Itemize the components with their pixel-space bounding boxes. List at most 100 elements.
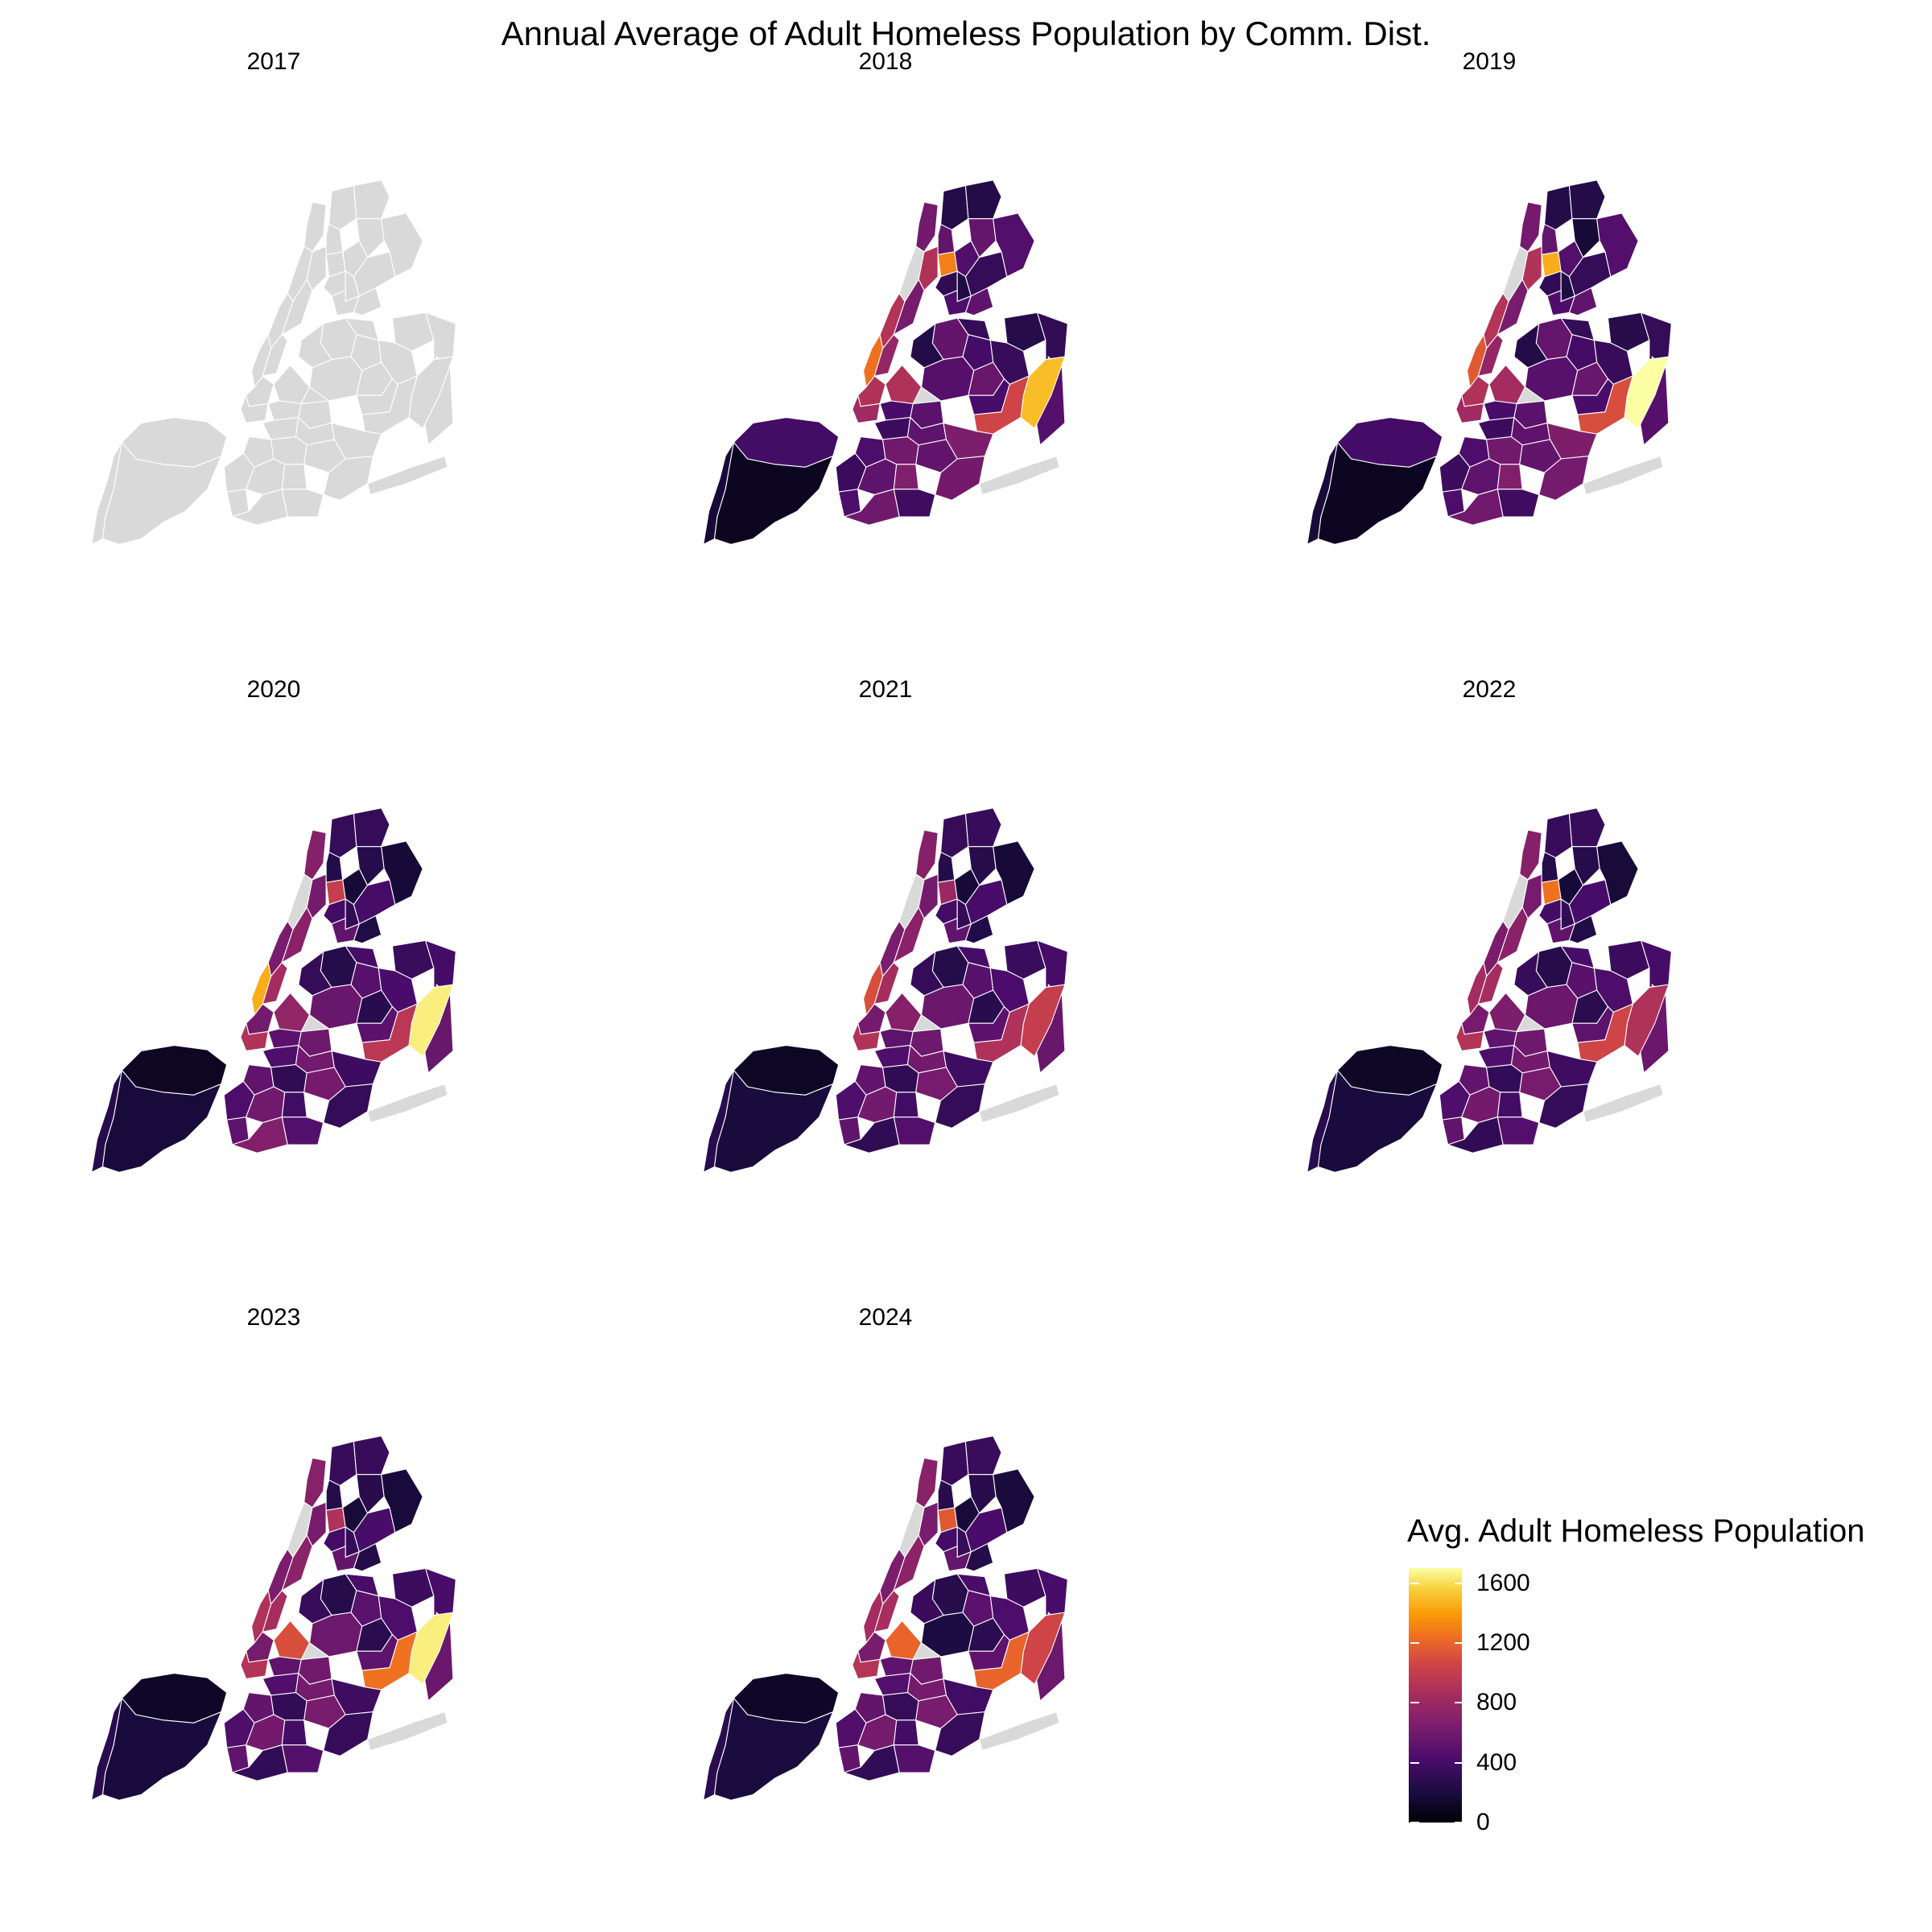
legend-tick-label: 0 [1476, 1809, 1490, 1835]
district-bx8 [1543, 184, 1573, 231]
district-bx11 [968, 1474, 997, 1514]
district-bk4 [300, 1014, 331, 1033]
queens [910, 939, 1068, 1124]
district-mn2 [857, 1631, 886, 1663]
staten-island [1306, 1045, 1443, 1174]
district-bk15 [281, 1117, 324, 1146]
district-qn14 [1582, 1083, 1664, 1124]
map-panel-2020: 2020 [80, 676, 644, 1288]
district-bx12 [964, 180, 1002, 220]
legend-colorbar [1409, 1568, 1462, 1823]
district-mn12 [303, 1457, 327, 1509]
borough-map [90, 180, 456, 546]
district-mn8 [1496, 279, 1529, 336]
district-si3 [1306, 1070, 1338, 1174]
map-panel-2017: 2017 [80, 48, 644, 660]
district-mn11 [1521, 873, 1542, 919]
district-bx11 [1571, 218, 1600, 258]
manhattan [240, 829, 327, 1052]
brooklyn [1439, 364, 1598, 526]
district-bk13 [1446, 1117, 1504, 1154]
queens [910, 312, 1068, 496]
district-qn14 [366, 1083, 448, 1124]
map-panel-2019: 2019 [1296, 48, 1860, 660]
district-bx10 [381, 213, 423, 278]
district-mn11 [918, 873, 939, 919]
map-panel-2021: 2021 [692, 676, 1256, 1288]
queens [298, 1567, 456, 1752]
bronx [323, 807, 423, 944]
bronx [935, 180, 1035, 316]
district-mn1 [852, 1022, 881, 1052]
staten-island [702, 1045, 840, 1174]
district-bk6 [262, 1044, 299, 1068]
district-mn12 [915, 829, 939, 881]
district-mn1 [852, 1649, 881, 1680]
district-mn8 [893, 906, 925, 964]
district-bx10 [1596, 213, 1639, 278]
bronx [1538, 180, 1639, 316]
borough-map [702, 807, 1068, 1174]
panel-year-label: 2019 [1462, 48, 1517, 75]
district-mn8 [893, 279, 925, 336]
district-mn5 [262, 1589, 288, 1633]
district-bx8 [328, 184, 357, 231]
district-mn2 [857, 375, 886, 407]
district-qn14 [1582, 455, 1664, 496]
district-bk4 [912, 1642, 943, 1661]
district-bk15 [893, 1117, 936, 1146]
district-bx10 [993, 840, 1035, 906]
district-mn5 [262, 333, 288, 377]
legend-tick-label: 1200 [1476, 1629, 1530, 1656]
legend-tick-label: 1600 [1476, 1569, 1530, 1596]
bronx [935, 1435, 1035, 1572]
district-bx12 [353, 180, 390, 220]
map-panel-2023: 2023 [80, 1304, 644, 1916]
staten-island [1306, 417, 1443, 546]
panel-year-label: 2021 [858, 676, 913, 703]
bronx [935, 807, 1035, 944]
district-bk6 [873, 1672, 911, 1696]
district-qn14 [366, 1711, 448, 1752]
district-mn1 [1455, 1022, 1484, 1052]
legend-tick-label: 800 [1476, 1689, 1517, 1716]
district-qn14 [978, 455, 1060, 496]
district-mn5 [873, 333, 900, 377]
district-qn7 [1003, 939, 1046, 980]
brooklyn [1439, 992, 1598, 1154]
borough-map [90, 1435, 456, 1802]
staten-island [90, 417, 228, 546]
district-mn2 [857, 1003, 886, 1035]
brooklyn [223, 992, 382, 1154]
staten-island [702, 417, 840, 546]
district-mn8 [281, 906, 313, 964]
queens [298, 939, 456, 1124]
map-panel-2022: 2022 [1296, 676, 1860, 1288]
district-bx12 [964, 807, 1002, 848]
district-bk6 [1477, 416, 1515, 440]
district-bk14 [281, 464, 308, 490]
district-bk13 [230, 1117, 288, 1154]
district-mn12 [1519, 829, 1542, 881]
district-mn2 [246, 1003, 275, 1035]
district-bx12 [353, 807, 390, 848]
district-bk6 [873, 416, 911, 440]
district-bk13 [842, 1117, 900, 1154]
district-mn12 [303, 829, 327, 881]
district-bk4 [912, 1014, 943, 1033]
district-bk15 [893, 489, 936, 518]
district-bk15 [1496, 489, 1540, 518]
district-bx10 [381, 1468, 423, 1534]
district-bk14 [893, 464, 919, 490]
bronx [323, 1435, 423, 1572]
manhattan [852, 1457, 939, 1680]
district-bk6 [1477, 1044, 1515, 1068]
district-bk4 [300, 386, 331, 405]
district-mn11 [306, 1501, 327, 1547]
map-panel-2024: 2024 [692, 1304, 1256, 1916]
district-bx10 [381, 840, 423, 906]
bronx [1538, 807, 1639, 944]
brooklyn [835, 992, 994, 1154]
district-si3 [702, 442, 734, 546]
district-mn12 [915, 201, 939, 253]
